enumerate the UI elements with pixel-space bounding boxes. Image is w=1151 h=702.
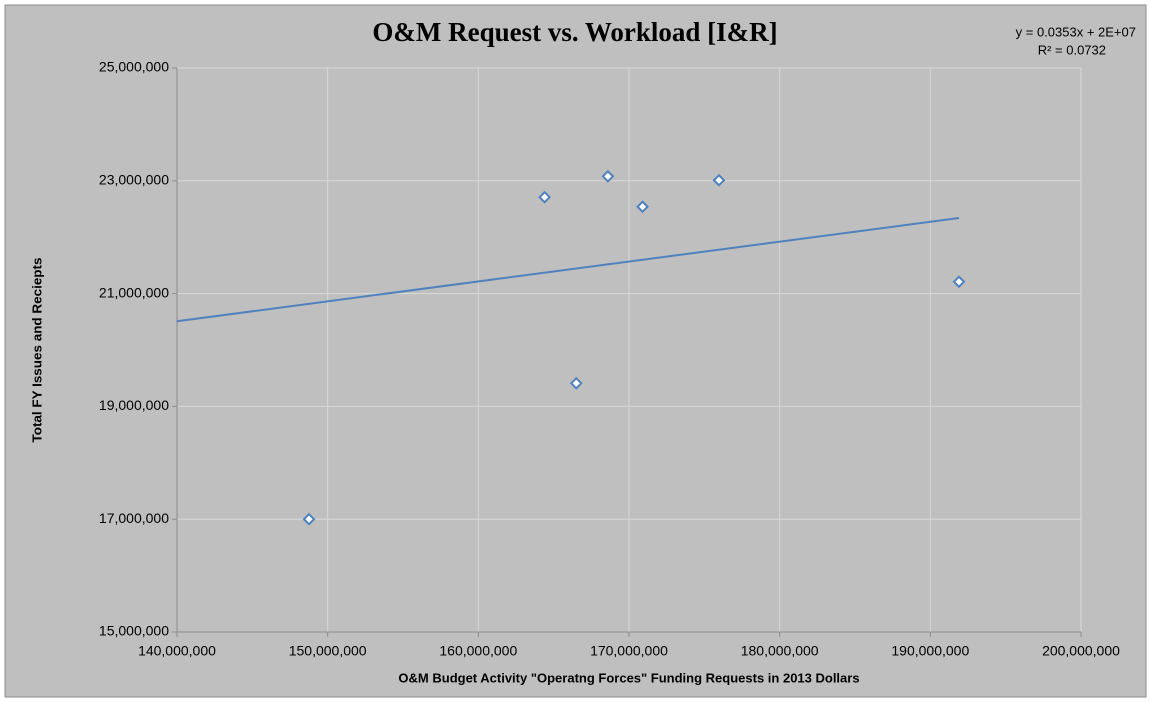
y-tick-label: 23,000,000 bbox=[99, 172, 169, 188]
y-axis-title: Total FY Issues and Reciepts bbox=[29, 258, 44, 443]
y-tick-label: 15,000,000 bbox=[99, 623, 169, 639]
r-squared: R² = 0.0732 bbox=[1038, 42, 1106, 57]
y-tick-label: 19,000,000 bbox=[99, 397, 169, 413]
data-point bbox=[601, 169, 615, 183]
data-point bbox=[712, 173, 726, 187]
grid bbox=[176, 67, 1082, 633]
x-tick-label: 140,000,000 bbox=[138, 643, 216, 659]
data-point bbox=[952, 275, 966, 289]
x-tick-label: 150,000,000 bbox=[289, 643, 367, 659]
x-tick-label: 190,000,000 bbox=[891, 643, 969, 659]
x-axis-title: O&M Budget Activity "Operatng Forces" Fu… bbox=[398, 670, 859, 685]
chart-title: O&M Request vs. Workload [I&R] bbox=[372, 17, 777, 47]
x-tick-label: 170,000,000 bbox=[590, 643, 668, 659]
data-point bbox=[302, 512, 316, 526]
data-point bbox=[636, 200, 649, 214]
x-tick-label: 180,000,000 bbox=[741, 643, 819, 659]
y-tick-label: 17,000,000 bbox=[99, 510, 169, 526]
data-point bbox=[569, 376, 583, 390]
trendline-equation: y = 0.0353x + 2E+07 bbox=[1016, 24, 1136, 39]
y-tick-label: 21,000,000 bbox=[99, 284, 169, 300]
data-point bbox=[538, 190, 552, 204]
y-tick-label: 25,000,000 bbox=[99, 59, 169, 75]
x-tick-label: 200,000,000 bbox=[1042, 643, 1120, 659]
trendline bbox=[176, 217, 960, 323]
chart-background bbox=[4, 4, 1147, 698]
x-tick-label: 160,000,000 bbox=[439, 643, 517, 659]
